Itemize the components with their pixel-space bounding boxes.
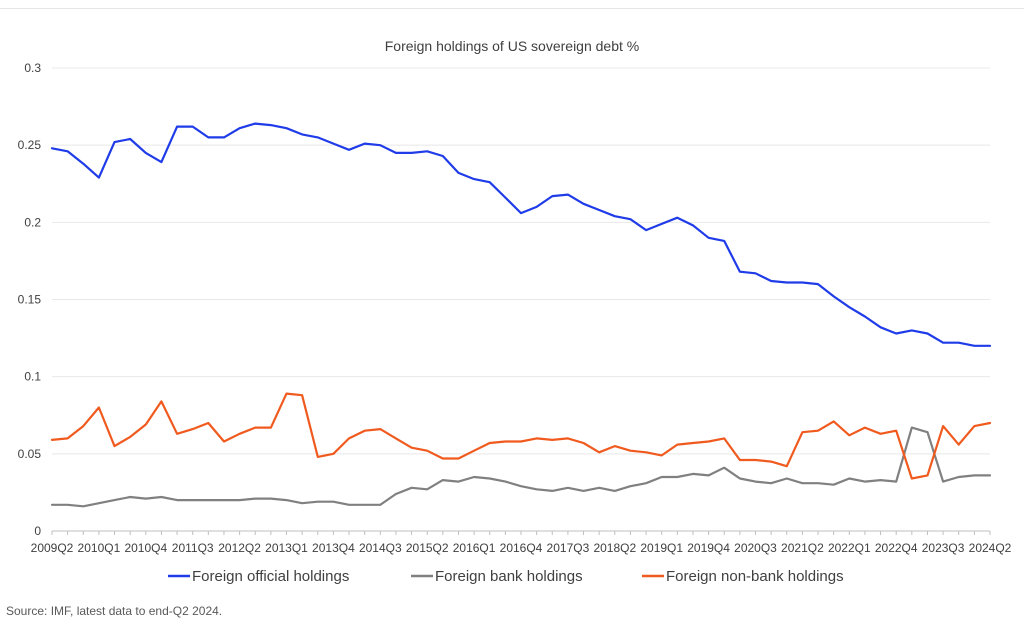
y-tick-label: 0: [34, 524, 41, 538]
x-tick-label: 2009Q2: [31, 541, 74, 555]
y-axis: 0 0.05 0.1 0.15 0.2 0.25 0.3: [18, 61, 42, 538]
x-axis: 2009Q2 2010Q1 2010Q4 2011Q3 2012Q2 2013Q1 2013…: [31, 530, 1012, 555]
x-tick-label: 2022Q1: [828, 541, 871, 555]
y-tick-label: 0.15: [18, 293, 42, 307]
legend-label: Foreign non-bank holdings: [666, 568, 844, 585]
chart-title: Foreign holdings of US sovereign debt %: [385, 38, 639, 54]
series-line-foreign-official-holdings: [50, 122, 992, 347]
x-tick-label: 2021Q2: [781, 541, 824, 555]
series-lines: [50, 122, 992, 508]
x-tick-label: 2020Q3: [734, 541, 777, 555]
legend: Foreign official holdings Foreign bank ho…: [168, 568, 844, 585]
y-tick-label: 0.25: [18, 138, 42, 152]
legend-label: Foreign bank holdings: [435, 568, 583, 585]
y-tick-label: 0.3: [24, 61, 41, 75]
x-tick-label: 2024Q2: [969, 541, 1012, 555]
x-tick-label: 2019Q4: [687, 541, 730, 555]
x-tick-label: 2017Q3: [547, 541, 590, 555]
series-line-foreign-bank-holdings: [50, 426, 992, 508]
gridlines: [52, 67, 990, 455]
x-tick-label: 2011Q3: [172, 541, 214, 555]
x-tick-label: 2015Q2: [406, 541, 449, 555]
legend-label: Foreign official holdings: [192, 568, 349, 585]
source-note: Source: IMF, latest data to end-Q2 2024.: [6, 604, 223, 618]
x-tick-label: 2013Q1: [265, 541, 308, 555]
x-tick-label: 2012Q2: [218, 541, 261, 555]
y-tick-label: 0.2: [24, 215, 41, 229]
x-tick-label: 2014Q3: [359, 541, 402, 555]
x-tick-label: 2010Q4: [124, 541, 167, 555]
top-divider: [0, 8, 1024, 9]
x-tick-label: 2022Q4: [875, 541, 918, 555]
x-tick-label: 2019Q1: [640, 541, 683, 555]
x-tick-label: 2010Q1: [78, 541, 121, 555]
x-tick-label: 2018Q2: [593, 541, 636, 555]
x-tick-label: 2023Q3: [922, 541, 965, 555]
series-line-foreign-non-bank-holdings: [50, 392, 992, 480]
x-tick-label: 2016Q4: [500, 541, 543, 555]
y-tick-label: 0.05: [18, 447, 42, 461]
x-tick-label: 2016Q1: [453, 541, 496, 555]
x-tick-label: 2013Q4: [312, 541, 355, 555]
y-tick-label: 0.1: [24, 370, 41, 384]
line-chart: Foreign holdings of US sovereign debt % …: [18, 38, 1012, 585]
